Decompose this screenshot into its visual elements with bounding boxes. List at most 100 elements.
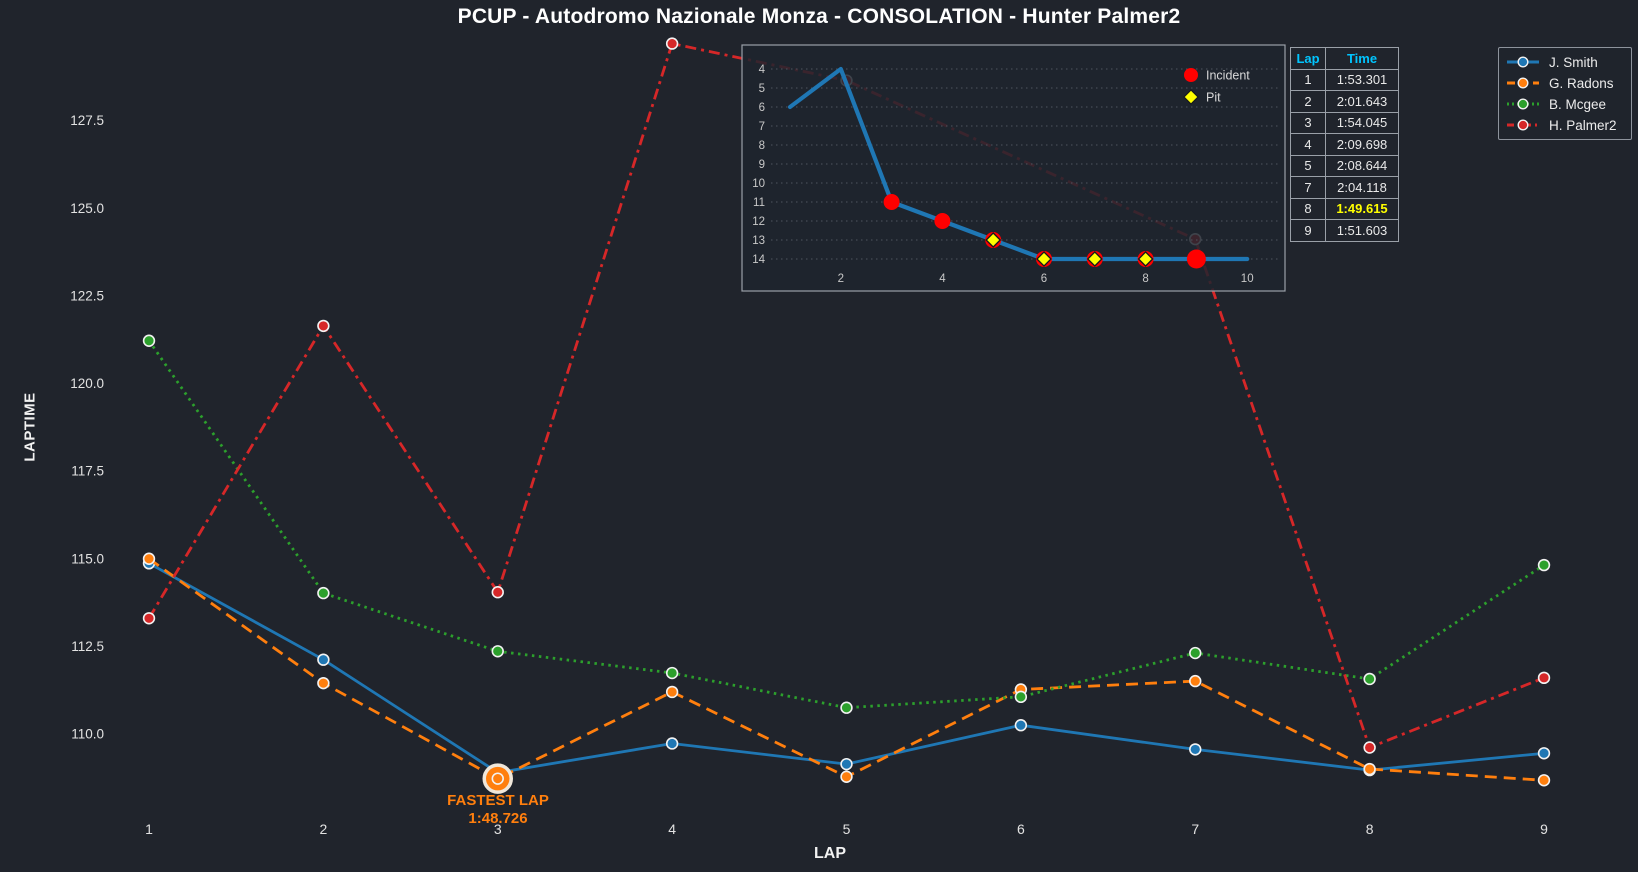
inset-y-tick-label: 9: [759, 159, 765, 171]
inset-y-tick-label: 8: [759, 140, 765, 152]
inset-y-tick-label: 13: [752, 235, 765, 247]
legend-item-j-smith: J. Smith: [1499, 52, 1631, 73]
table-cell-time: 1:54.045: [1325, 111, 1399, 134]
legend-driver-name: B. Mcgee: [1549, 96, 1607, 112]
data-point-b-mcgee-lap-2: [317, 586, 330, 600]
y-tick-label: 122.5: [70, 288, 104, 303]
inset-incident-marker-lap-4: [934, 213, 951, 229]
inset-y-tick-label: 10: [752, 178, 765, 190]
legend-marker-icon: [1517, 56, 1529, 68]
table-row: 2 2:01.643: [1290, 90, 1399, 113]
data-point-b-mcgee-lap-9: [1537, 558, 1551, 572]
data-point-g-radons-lap-9: [1537, 774, 1551, 787]
series-line-b-mcgee: [147, 339, 1545, 710]
inset-y-tick-label: 12: [752, 216, 765, 228]
legend-driver-name: G. Radons: [1549, 75, 1614, 91]
data-point-j-smith-lap-6: [1014, 719, 1028, 732]
y-tick-label: 117.5: [71, 464, 104, 479]
legend-item-g-radons: G. Radons: [1499, 73, 1631, 94]
legend-item-b-mcgee: B. Mcgee: [1499, 94, 1631, 115]
inset-y-tick-label: 11: [753, 197, 765, 209]
laptime-table: Lap Time 1 1:53.301 2 2:01.643 3 1:54.045 4 2:09…: [1290, 47, 1399, 242]
inset-incident-marker-lap-9: [1186, 249, 1206, 269]
inset-y-tick-label: 7: [759, 121, 765, 133]
chart-title: PCUP - Autodromo Nazionale Monza - CONSO…: [457, 5, 1181, 28]
inset-pit-marker-lap-5: [985, 232, 1002, 248]
laptime-table-body: 1 1:53.301 2 2:01.643 3 1:54.045 4 2:09.698 5 2:0…: [1290, 68, 1399, 242]
x-tick-label: 8: [1366, 821, 1374, 837]
data-point-h-palmer2-lap-2: [317, 319, 330, 333]
table-cell-lap: 9: [1290, 219, 1326, 242]
inset-x-tick-label: 10: [1241, 273, 1254, 285]
x-tick-label: 2: [319, 821, 327, 837]
data-point-b-mcgee-lap-1: [142, 334, 156, 347]
legend-driver-name: J. Smith: [1549, 54, 1598, 70]
data-point-g-radons-lap-1: [142, 552, 156, 565]
driver-legend: J. Smith G. Radons B. Mcgee H. Palmer2: [1498, 47, 1632, 140]
legend-marker-icon: [1517, 119, 1529, 131]
inset-incident-marker-lap-3: [883, 194, 900, 210]
data-point-h-palmer2-lap-9: [1537, 671, 1551, 685]
table-row: 9 1:51.603: [1290, 219, 1399, 242]
y-tick-label: 110.0: [71, 727, 104, 742]
fastest-lap-label: FASTEST LAP: [447, 792, 549, 809]
data-point-b-mcgee-lap-4: [665, 666, 679, 680]
table-cell-lap: 1: [1290, 68, 1326, 91]
x-tick-label: 7: [1191, 821, 1199, 837]
table-cell-time: 1:49.615: [1325, 197, 1399, 220]
data-point-j-smith-lap-7: [1189, 743, 1202, 756]
y-tick-label: 115.0: [71, 551, 104, 566]
table-cell-time: 2:08.644: [1325, 154, 1399, 177]
data-point-g-radons-lap-5: [840, 770, 853, 783]
table-cell-time: 2:09.698: [1325, 133, 1399, 156]
legend-line-sample: [1507, 119, 1539, 131]
table-row: 3 1:54.045: [1290, 111, 1399, 134]
legend-item-h-palmer2: H. Palmer2: [1499, 115, 1631, 136]
inset-x-tick-label: 6: [1041, 273, 1047, 285]
series-line-j-smith: [148, 562, 1545, 775]
x-tick-label: 9: [1540, 821, 1548, 837]
inset-position-line: [787, 66, 1250, 262]
table-row: 7 2:04.118: [1290, 176, 1399, 199]
table-row: 4 2:09.698: [1290, 133, 1399, 156]
data-point-j-smith-lap-5: [840, 757, 853, 771]
series-line-g-radons: [148, 557, 1545, 782]
table-cell-lap: 8: [1290, 197, 1326, 220]
legend-driver-name: H. Palmer2: [1549, 117, 1617, 133]
x-tick-label: 5: [843, 821, 851, 837]
table-cell-time: 1:51.603: [1325, 219, 1399, 242]
inset-y-tick-label: 5: [759, 83, 765, 95]
legend-line-sample: [1507, 56, 1539, 68]
legend-marker-icon: [1517, 98, 1529, 110]
data-point-h-palmer2-lap-8: [1363, 741, 1376, 754]
laptime-table-container: Lap Time 1 1:53.301 2 2:01.643 3 1:54.045 4 2:09…: [1290, 47, 1399, 242]
inset-x-tick-label: 8: [1142, 273, 1148, 285]
data-point-b-mcgee-lap-3: [491, 645, 504, 658]
data-point-h-palmer2-lap-3: [491, 586, 504, 599]
data-point-j-smith-lap-2: [317, 653, 330, 666]
table-row: 5 2:08.644: [1290, 154, 1399, 177]
inset-y-tick-label: 4: [759, 64, 766, 76]
data-point-g-radons-lap-3: [491, 772, 504, 785]
table-row: 1 1:53.301: [1290, 68, 1399, 91]
data-point-g-radons-lap-2: [317, 676, 330, 690]
inset-legend-incident-icon: [1184, 68, 1198, 82]
legend-marker-icon: [1517, 77, 1529, 89]
data-point-g-radons-lap-7: [1189, 674, 1202, 688]
table-cell-lap: 4: [1290, 133, 1326, 156]
y-axis-label: LAPTIME: [21, 392, 39, 462]
data-point-h-palmer2-lap-1: [142, 612, 156, 625]
inset-y-tick-label: 6: [759, 102, 765, 114]
inset-pit-marker-lap-8: [1137, 251, 1154, 267]
inset-legend-label: Incident: [1206, 69, 1250, 83]
y-tick-label: 112.5: [71, 639, 104, 654]
table-cell-time: 1:53.301: [1325, 68, 1399, 91]
data-point-j-smith-lap-9: [1537, 747, 1551, 760]
table-cell-lap: 3: [1290, 111, 1326, 134]
fastest-lap-time: 1:48.726: [468, 810, 528, 827]
data-point-b-mcgee-lap-8: [1363, 672, 1376, 686]
data-point-j-smith-lap-4: [665, 737, 679, 750]
legend-line-sample: [1507, 77, 1539, 89]
